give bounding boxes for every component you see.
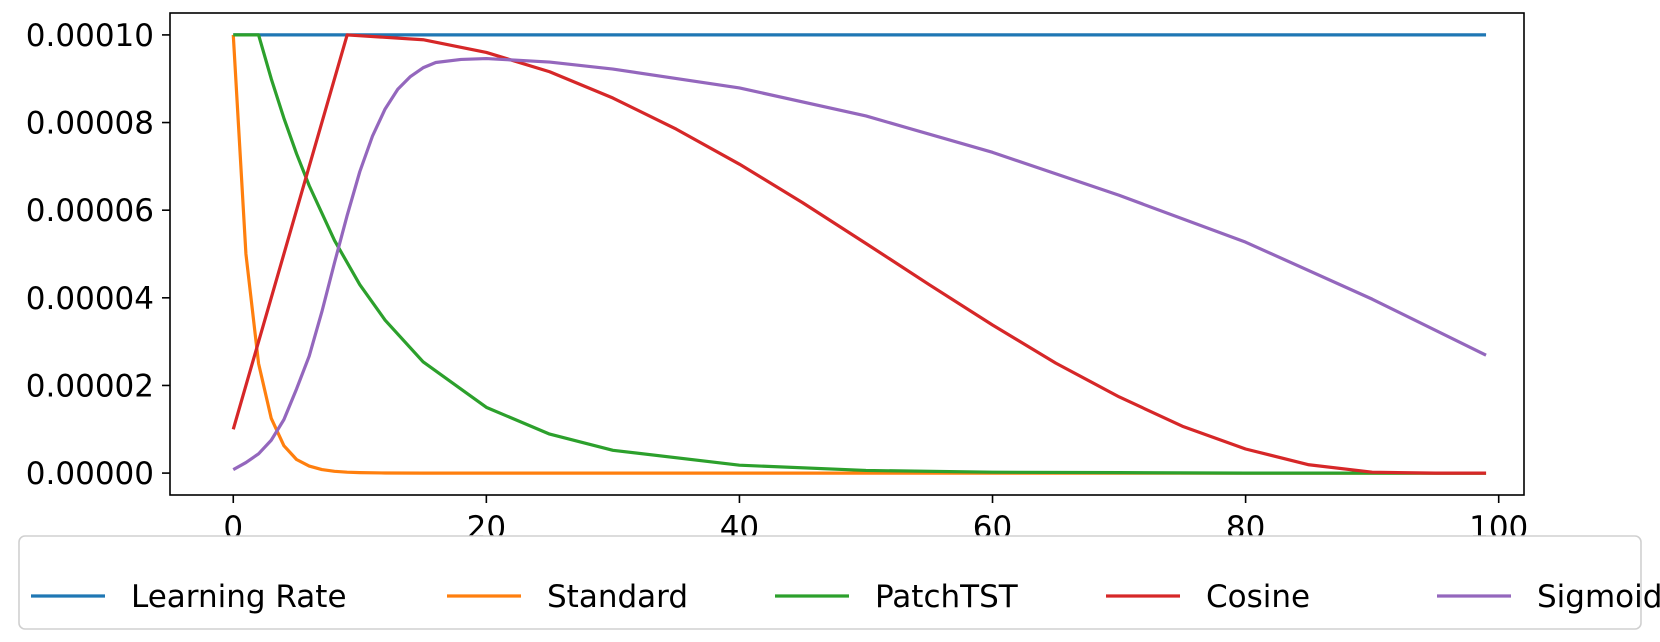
y-axis: 0.00000 0.00002 0.00004 0.00006 0.00008 0.000…	[26, 18, 170, 492]
series-line-sigmoid	[232, 56, 1487, 471]
series-line-patchtst	[233, 33, 1487, 475]
legend: Learning Rate Standard PatchTST Cosine Sigmo…	[18, 535, 1660, 630]
y-tick-label: 0.00010	[26, 18, 154, 54]
y-tick-label: 0.00008	[26, 106, 154, 142]
legend-label-learning-rate: Learning Rate	[131, 579, 347, 615]
series-line-cosine	[231, 33, 1487, 475]
legend-label-cosine: Cosine	[1206, 579, 1310, 615]
y-tick-label: 0.00006	[26, 193, 154, 229]
y-tick-label: 0.00000	[26, 456, 154, 492]
legend-label-patchtst: PatchTST	[875, 579, 1019, 615]
legend-box	[18, 535, 1642, 630]
series-line-standard	[231, 34, 1487, 475]
series-lines-layer	[231, 33, 1487, 475]
legend-label-sigmoid: Sigmoid	[1537, 579, 1660, 615]
y-tick-label: 0.00004	[26, 281, 154, 317]
plot-area-frame	[169, 12, 1525, 496]
y-tick-label: 0.00002	[26, 368, 154, 404]
legend-label-standard: Standard	[547, 579, 688, 615]
